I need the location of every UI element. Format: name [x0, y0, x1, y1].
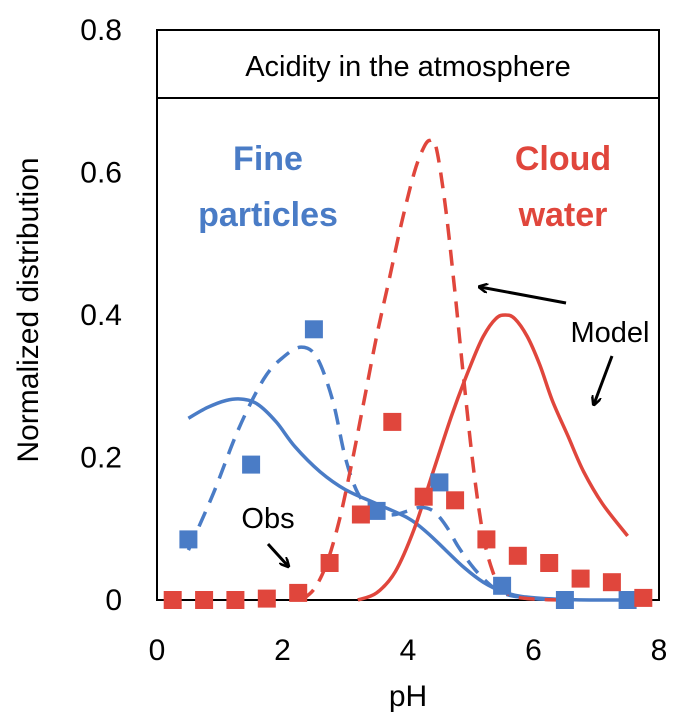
obs-annotation: Obs: [241, 503, 294, 535]
x-axis-label: pH: [389, 680, 427, 712]
cloud-obs-point: [383, 412, 402, 431]
fine-obs-point: [179, 530, 198, 549]
cloud-obs-point: [571, 569, 590, 588]
model-arrow-to-solid: [594, 355, 614, 404]
cloud-obs-point: [477, 530, 496, 549]
cloud-obs-point: [195, 591, 214, 609]
x-tick-label: 0: [149, 634, 166, 667]
x-tick-label: 8: [651, 634, 668, 667]
fine-particles-label-line1: Fine: [233, 140, 303, 178]
x-tick-label: 2: [274, 634, 291, 667]
cloud-obs-point: [257, 589, 276, 608]
model-annotation: Model: [571, 317, 650, 349]
y-tick-label: 0.8: [80, 14, 122, 47]
plot-frame: [156, 29, 660, 601]
fine-obs-point: [367, 501, 386, 520]
cloud-obs-point: [163, 591, 182, 609]
obs-arrow: [266, 542, 288, 566]
cloud-obs-point: [540, 554, 559, 572]
cloud-water-label-line1: Cloud: [515, 140, 611, 178]
fine-obs-point: [430, 473, 449, 492]
fine-model-dashed-line: [186, 345, 572, 602]
chart-title: Acidity in the atmosphere: [245, 51, 571, 83]
cloud-obs-point: [634, 588, 653, 607]
cloud-obs-point: [446, 491, 465, 510]
cloud-obs-point: [320, 554, 339, 572]
y-tick-label: 0.6: [80, 157, 122, 190]
fine-model-solid-line: [187, 397, 628, 602]
y-axis-label: Normalized distribution: [12, 157, 45, 462]
x-tick-label: 6: [525, 634, 542, 667]
cloud-obs-point: [289, 583, 308, 602]
series-layer: [163, 137, 653, 609]
fine-obs-point: [493, 576, 512, 595]
cloud-obs-series: [163, 412, 653, 609]
y-tick-label: 0: [105, 584, 122, 617]
fine-obs-point: [618, 591, 637, 609]
fine-obs-series: [179, 320, 637, 609]
cloud-obs-point: [414, 487, 433, 506]
y-tick-label: 0.2: [80, 442, 122, 475]
cloud-obs-point: [508, 546, 527, 565]
fine-obs-point: [555, 591, 574, 609]
cloud-model-solid-line: [357, 313, 629, 602]
cloud-obs-point: [602, 573, 621, 592]
x-tick-label: 4: [400, 634, 417, 667]
y-axis-ticks: 0 0.2 0.4 0.6 0.8: [80, 14, 122, 617]
y-tick-label: 0.4: [80, 299, 122, 332]
x-axis-ticks: 0 2 4 6 8: [149, 634, 668, 667]
cloud-water-label-line2: water: [518, 196, 608, 234]
fine-obs-point: [242, 455, 261, 474]
fine-obs-point: [304, 320, 323, 339]
fine-particles-label-line2: particles: [198, 196, 338, 234]
cloud-obs-point: [226, 591, 245, 609]
model-arrow-to-dashed: [480, 287, 567, 305]
cloud-obs-point: [351, 505, 370, 524]
